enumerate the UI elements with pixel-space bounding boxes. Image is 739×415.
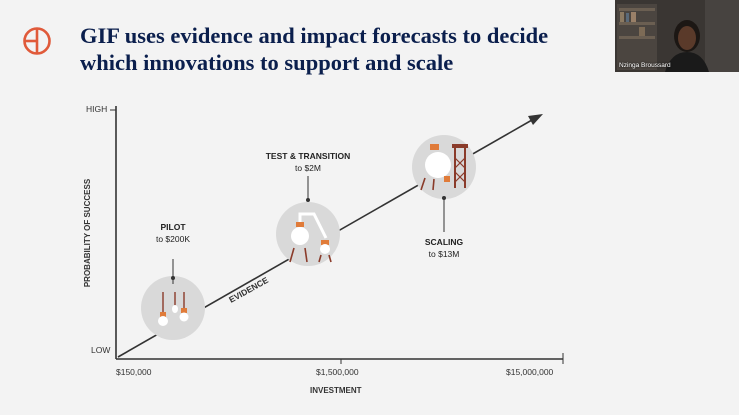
scaling-name: SCALING: [424, 237, 464, 247]
test-transition-amount: to $2M: [295, 163, 321, 173]
pilot-name: PILOT: [160, 222, 186, 232]
test-transition-stage-icon: [276, 202, 340, 266]
scaling-stage-icon: [412, 135, 476, 199]
x-axis-label: INVESTMENT: [310, 386, 362, 395]
evidence-arrow-head: [528, 114, 543, 125]
x-tick-15m: $15,000,000: [506, 367, 554, 377]
y-axis-low-label: LOW: [91, 345, 111, 355]
video-feed-image: [615, 0, 739, 72]
participant-name: Nzinga Broussard: [619, 62, 671, 69]
y-axis-high-label: HIGH: [86, 104, 108, 114]
evidence-label: EVIDENCE: [227, 275, 270, 305]
test-transition-label: TEST & TRANSITION to $2M: [258, 150, 358, 174]
gif-logo-icon: [23, 27, 51, 55]
participant-video[interactable]: Nzinga Broussard: [615, 0, 739, 72]
x-tick-150k: $150,000: [116, 367, 152, 377]
slide-title-line-1: GIF uses evidence and impact forecasts t…: [80, 23, 549, 48]
pilot-amount: to $200K: [155, 234, 191, 244]
x-tick-1-5m: $1,500,000: [316, 367, 359, 377]
slide-title-line-2: which innovations to support and scale: [80, 50, 454, 75]
scaling-label: SCALING to $13M: [414, 236, 474, 260]
pilot-label: PILOT to $200K: [143, 221, 203, 245]
pilot-stage-icon: [141, 276, 205, 340]
scaling-amount: to $13M: [428, 249, 460, 259]
test-transition-name: TEST & TRANSITION: [265, 151, 351, 161]
slide-title: GIF uses evidence and impact forecasts t…: [80, 22, 605, 76]
y-axis-label: PROBABILITY OF SUCCESS: [83, 178, 92, 287]
